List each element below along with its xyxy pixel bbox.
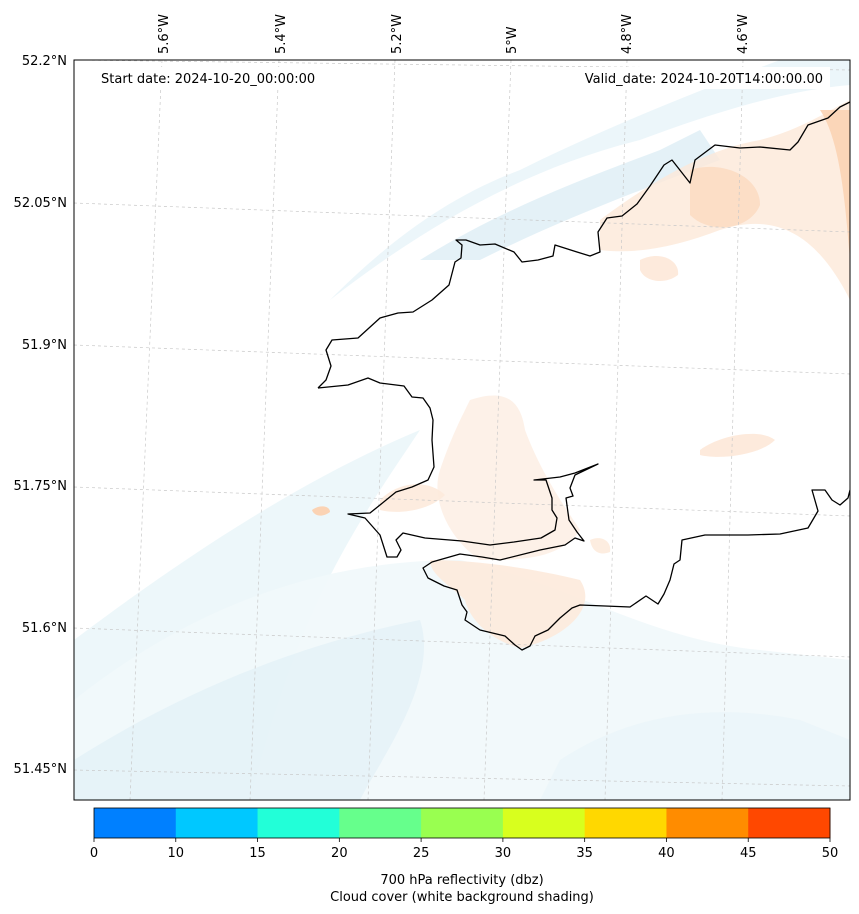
lon-label: 5°W [505, 26, 520, 54]
lat-label: 51.6°N [22, 621, 67, 636]
colorbar-segment [175, 808, 259, 838]
colorbar-tick-label: 20 [331, 846, 348, 861]
coastline [317, 101, 850, 651]
colorbar-label-line2: Cloud cover (white background shading) [330, 890, 594, 905]
colorbar-segment [257, 808, 340, 838]
colorbar-segment [502, 808, 586, 838]
latitude-labels: 52.2°N 52.05°N 51.9°N 51.75°N 51.6°N 51.… [14, 54, 67, 777]
lat-label: 51.75°N [14, 479, 67, 494]
lat-label: 51.45°N [14, 762, 67, 777]
map-frame [73, 59, 851, 801]
colorbar: 0 10 15 20 25 30 35 40 45 50 [90, 807, 839, 861]
colorbar-segment [666, 808, 749, 838]
colorbar-tick-label: 45 [740, 846, 757, 861]
lat-label: 52.05°N [14, 196, 67, 211]
colorbar-tick-label: 35 [576, 846, 593, 861]
start-date-text: Start date: 2024-10-20_00:00:00 [101, 72, 315, 87]
colorbar-tick-label: 15 [249, 846, 266, 861]
colorbar-tick-label: 30 [495, 846, 512, 861]
colorbar-tick-label: 0 [90, 846, 98, 861]
colorbar-tick-label: 40 [658, 846, 675, 861]
colorbar-frame [93, 807, 831, 839]
colorbar-segment [421, 808, 504, 838]
colorbar-segment [339, 808, 422, 838]
valid-date-box [562, 67, 830, 89]
lon-label: 4.8°W [620, 14, 635, 54]
colorbar-tick-label: 25 [413, 846, 430, 861]
colorbar-tick-label: 10 [168, 846, 185, 861]
lon-label: 5.4°W [274, 14, 289, 54]
longitude-labels: 5.6°W 5.4°W 5.2°W 5°W 4.8°W 4.6°W [157, 14, 751, 54]
colorbar-segment [94, 808, 177, 838]
lon-label: 4.6°W [736, 14, 751, 54]
valid-date-text: Valid_date: 2024-10-20T14:00:00.00 [585, 72, 823, 87]
colorbar-tick-label: 50 [822, 846, 839, 861]
lat-label: 51.9°N [22, 338, 67, 353]
colorbar-label-line1: 700 hPa reflectivity (dbz) [380, 873, 543, 888]
start-date-box [95, 67, 337, 89]
colorbar-segment [584, 808, 667, 838]
map-layers [74, 60, 850, 800]
lon-label: 5.6°W [157, 14, 172, 54]
lon-label: 5.2°W [390, 14, 405, 54]
colorbar-segment [748, 808, 831, 838]
lat-label: 52.2°N [22, 54, 67, 69]
